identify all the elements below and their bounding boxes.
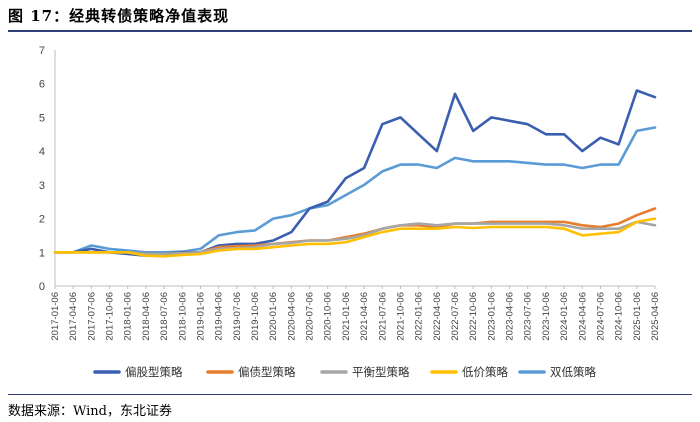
source-note: 数据来源：Wind，东北证券 [8, 404, 172, 419]
title-rule [8, 30, 692, 32]
x-tick-label: 2020-10-06 [323, 292, 334, 341]
legend-label-2: 平衡型策略 [352, 365, 410, 379]
x-tick-label: 2024-07-06 [595, 292, 606, 341]
x-tick-label: 2018-07-06 [159, 292, 170, 341]
x-tick-label: 2022-01-06 [414, 292, 425, 341]
y-tick-label: 4 [39, 146, 45, 158]
line-chart: 0 1 2 3 4 5 6 7 2017-01-06 2017-04-06 2017-07-06 20… [39, 45, 661, 379]
x-tick-label: 2024-10-06 [614, 292, 625, 341]
x-tick-label: 2024-01-06 [559, 292, 570, 341]
x-tick-label: 2018-01-06 [123, 292, 134, 341]
legend-label-0: 偏股型策略 [125, 365, 183, 379]
x-tick-label: 2021-04-06 [359, 292, 370, 341]
x-tick-label: 2019-10-06 [250, 292, 261, 341]
x-tick-label: 2017-01-06 [50, 292, 61, 341]
y-tick-label: 3 [39, 180, 45, 192]
y-tick-label: 6 [39, 79, 45, 91]
x-tick-label: 2021-07-06 [377, 292, 388, 341]
x-tick-label: 2023-10-06 [541, 292, 552, 341]
series-line-2 [53, 220, 657, 256]
x-tick-label: 2019-07-06 [232, 292, 243, 341]
y-tick-label: 0 [39, 281, 45, 293]
series-line-1 [53, 207, 657, 256]
x-tick-label: 2017-10-06 [105, 292, 116, 341]
series-line-0 [53, 89, 657, 257]
y-tick-label: 1 [39, 247, 45, 259]
x-tick-label: 2019-04-06 [214, 292, 225, 341]
x-tick-label: 2022-07-06 [450, 292, 461, 341]
x-tick-label: 2023-01-06 [486, 292, 497, 341]
x-tick-label: 2018-10-06 [177, 292, 188, 341]
x-tick-label: 2018-04-06 [141, 292, 152, 341]
y-tick-label: 5 [39, 112, 45, 124]
legend-label-4: 双低策略 [550, 365, 596, 379]
x-tick-label: 2022-04-06 [432, 292, 443, 341]
x-tick-label: 2025-01-06 [632, 292, 643, 341]
series-line-4 [53, 126, 657, 254]
x-tick-label: 2023-07-06 [523, 292, 534, 341]
figure-title: 图 17：经典转债策略净值表现 [8, 7, 230, 25]
x-tick-label: 2025-04-06 [650, 292, 661, 341]
x-tick-label: 2017-04-06 [68, 292, 79, 341]
legend-label-3: 低价策略 [462, 365, 508, 379]
legend-label-1: 偏债型策略 [238, 365, 296, 379]
x-tick-label: 2023-04-06 [505, 292, 516, 341]
x-tick-label: 2022-10-06 [468, 292, 479, 341]
x-tick-label: 2019-01-06 [195, 292, 206, 341]
series-line-3 [53, 217, 657, 258]
source-rule [8, 394, 692, 395]
y-tick-label: 7 [39, 45, 45, 57]
x-tick-label: 2021-01-06 [341, 292, 352, 341]
x-tick-label: 2017-07-06 [86, 292, 97, 341]
x-tick-label: 2024-04-06 [577, 292, 588, 341]
x-tick-label: 2020-07-06 [305, 292, 316, 341]
x-tick-label: 2020-04-06 [286, 292, 297, 341]
x-tick-label: 2021-10-06 [395, 292, 406, 341]
x-tick-label: 2020-01-06 [268, 292, 279, 341]
y-tick-label: 2 [39, 214, 45, 226]
